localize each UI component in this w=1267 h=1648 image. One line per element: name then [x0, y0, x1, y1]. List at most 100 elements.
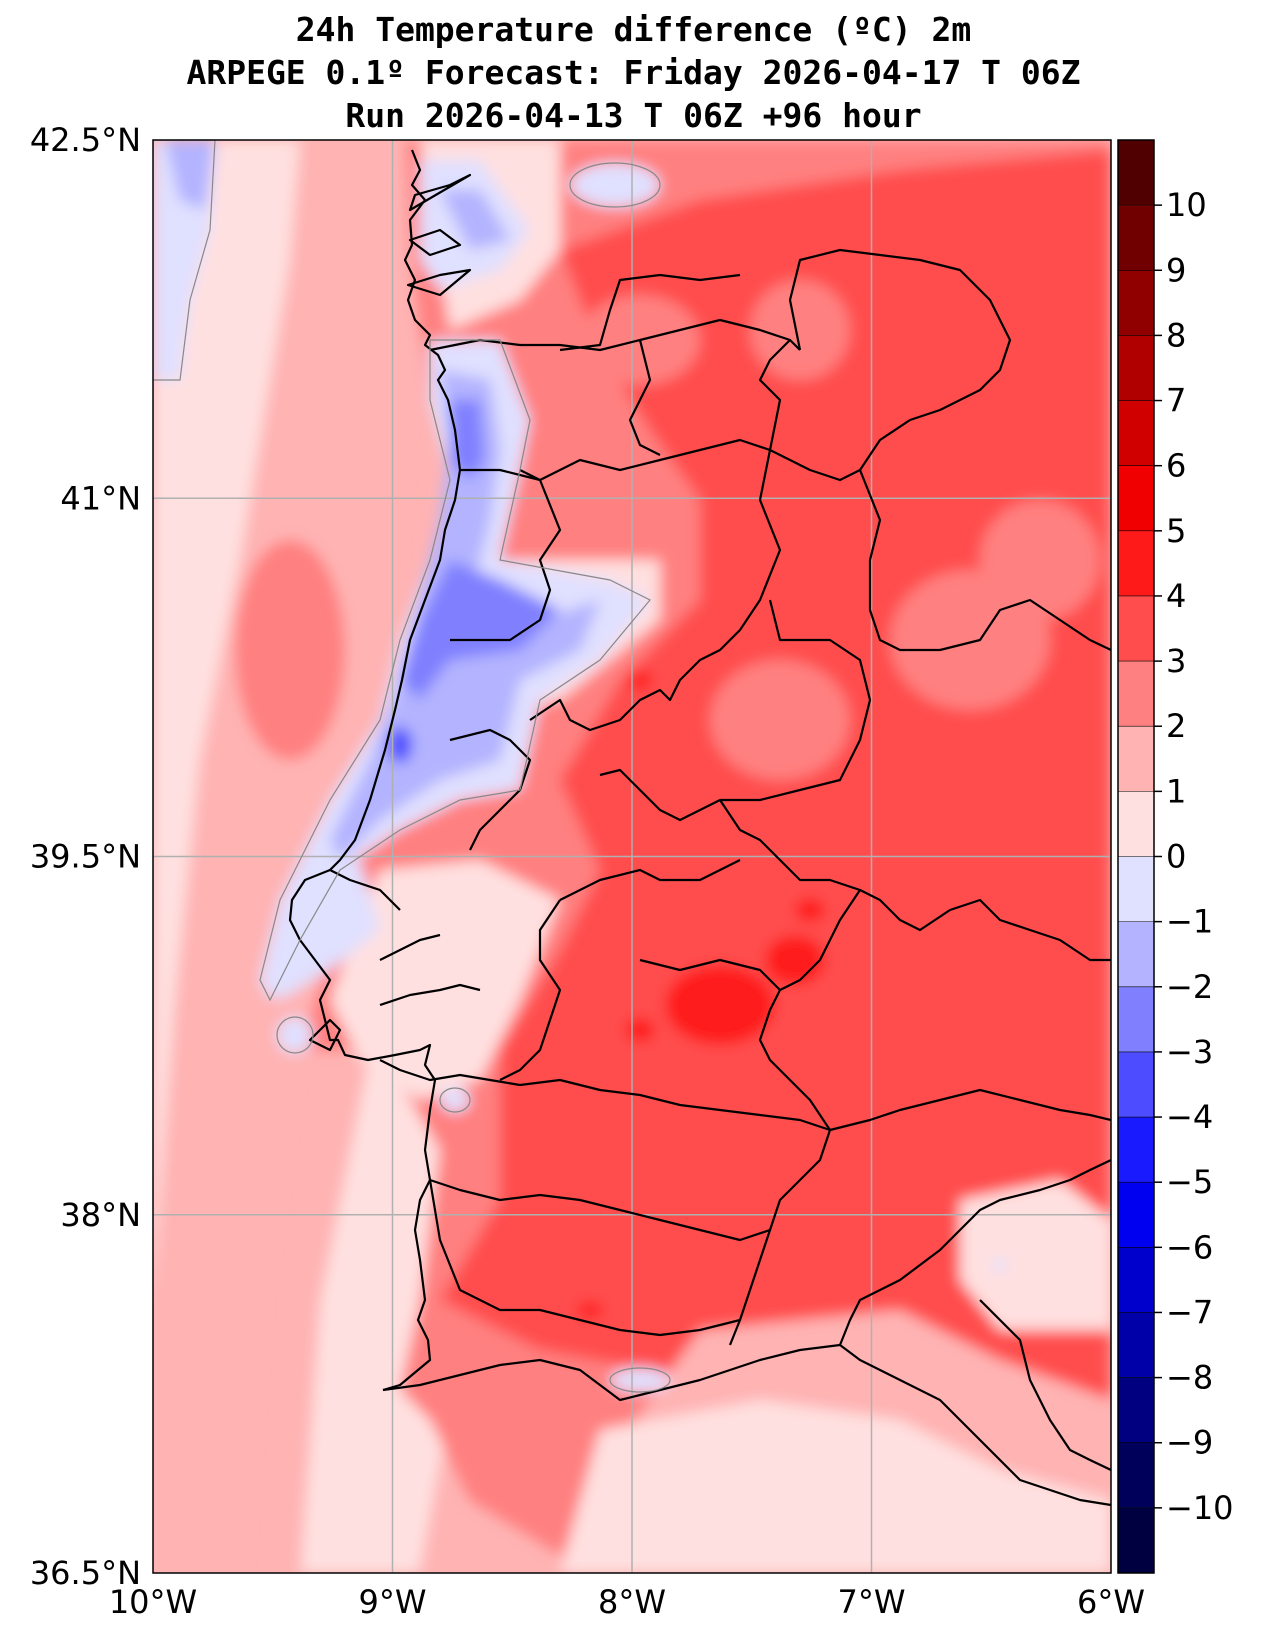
colorbar-tick-label: 0 [1166, 838, 1186, 876]
zero-contour-faro [609, 1367, 671, 1393]
zero-contour-sines [439, 1087, 471, 1113]
negative-patch-west [260, 860, 380, 1000]
negative-core-nw [165, 140, 215, 210]
zero-contour-nw [153, 140, 216, 381]
galicia-leon-border [788, 248, 1012, 422]
colorbar-segment [1118, 595, 1154, 662]
colorbar-tick-label: −3 [1166, 1033, 1213, 1071]
colorbar-segment [1118, 1442, 1154, 1508]
lat-tick-label: 36.5°N [30, 1554, 141, 1592]
negative-patch-cascais [277, 1017, 313, 1053]
southeast-band-0-1 [960, 1180, 1111, 1330]
cascais-outline [308, 1018, 342, 1052]
colorbar-tick-label: 1 [1166, 772, 1186, 810]
andalucia-border [829, 1088, 1111, 1132]
colorbar-tick-label: −8 [1166, 1359, 1213, 1397]
alentejo-west-border [499, 899, 562, 1081]
colorbar-tick-label: −10 [1166, 1489, 1234, 1527]
title-line-2: ARPEGE 0.1º Forecast: Friday 2026-04-17 … [186, 53, 1081, 92]
galicia-internal-border [559, 273, 741, 352]
colorbar-tick-label: −7 [1166, 1293, 1213, 1331]
lat-tick-label: 42.5°N [30, 121, 141, 159]
hot-core-3 [625, 1018, 655, 1042]
colorbar-segment [1118, 986, 1154, 1052]
south-coast-band-0-1 [560, 1400, 1111, 1573]
interior-patch-east [980, 500, 1100, 620]
colorbar-segment [1118, 335, 1154, 401]
colorbar-segment [1118, 205, 1154, 271]
coastlines-borders [288, 149, 1111, 1507]
colorbar-tick-label: 10 [1166, 186, 1207, 224]
beira-south-border [599, 599, 872, 822]
spain-border-north [858, 469, 1111, 652]
colorbar-segment [1118, 1051, 1154, 1118]
zero-contours [153, 140, 671, 1393]
lat-tick-label: 38°N [60, 1196, 141, 1234]
hot-core-2 [765, 935, 825, 985]
colorbar-tick-label: −4 [1166, 1098, 1213, 1136]
zero-contour-coast [259, 339, 651, 1002]
colorbar-tick-label: 2 [1166, 707, 1186, 745]
map-frame [152, 139, 1112, 1574]
axis-labels: 10°W 9°W 8°W 7°W 6°W 42.5°N 41°N 39.5°N 38°N 36.5… [30, 121, 1145, 1621]
porto-district-border [460, 468, 541, 482]
algarve-coast [382, 1343, 841, 1402]
negative-patch-sines [440, 1088, 470, 1112]
colorbar-tick-label: 9 [1166, 251, 1186, 289]
ria-vigo [406, 268, 472, 297]
offshore-warm-patch [235, 540, 345, 760]
peniche-coast [329, 869, 401, 911]
colorbar-segment [1118, 1507, 1154, 1573]
lat-tick-label: 41°N [60, 479, 141, 517]
ribatejo-border [559, 859, 741, 901]
gridlines [153, 140, 1111, 1573]
negative-nw-coast-inner [440, 190, 510, 250]
interior-patch-north [750, 280, 850, 380]
chart-title: 24h Temperature difference (ºC) 2m ARPEG… [0, 8, 1267, 137]
colorbar-segment [1118, 1377, 1154, 1443]
algarve-inner-border [428, 1179, 741, 1337]
interior-warm-3-4 [440, 150, 1111, 1530]
aveiro-district-border [450, 479, 562, 642]
colorbar-segment [1118, 270, 1154, 336]
colorbar-segment [1118, 400, 1154, 466]
colorbar-segment [1118, 465, 1154, 531]
colorbar-segment [1118, 791, 1154, 857]
ria-pontevedra [408, 228, 462, 257]
zero-contour-cascais [276, 1016, 314, 1054]
lat-tick-label: 39.5°N [30, 838, 141, 876]
colorbar-tick-label: −6 [1166, 1228, 1213, 1266]
colorbar-segment [1118, 726, 1154, 792]
guadiana-border [758, 889, 861, 1131]
colorbar-tick-label: 4 [1166, 577, 1186, 615]
hot-core-5 [628, 670, 652, 690]
colorbar-segment [1118, 1312, 1154, 1378]
lon-tick-label: 8°W [598, 1583, 666, 1621]
leiria-border [449, 728, 532, 851]
interior-patch-center [710, 660, 850, 780]
evora-border [639, 958, 781, 991]
beira-border [529, 449, 782, 732]
district-border-2 [758, 339, 791, 451]
colorbar-tick-label: 5 [1166, 512, 1186, 550]
negative-patch-north [570, 163, 660, 207]
colorbar-segment [1118, 140, 1154, 206]
cadiz-border [979, 1299, 1111, 1471]
colorbar-segment [1118, 1117, 1154, 1183]
colorbar-tick-label: 6 [1166, 447, 1186, 485]
colorbar-tick-label: −2 [1166, 968, 1213, 1006]
ria-arousa [408, 173, 472, 212]
lon-tick-label: 10°W [109, 1583, 197, 1621]
negative-core-deep [388, 727, 412, 763]
hot-core-1 [665, 965, 775, 1045]
algarve-north-border [429, 1178, 771, 1242]
colorbar-segment [1118, 661, 1154, 727]
lon-tick-label: 9°W [359, 1583, 427, 1621]
hot-core-6 [576, 1302, 604, 1318]
colorbar-tick-label: −5 [1166, 1163, 1213, 1201]
title-line-1: 24h Temperature difference (ºC) 2m [295, 10, 972, 49]
colorbar-segment [1118, 530, 1154, 596]
douro-border [519, 419, 911, 482]
colorbar-tick-label: 7 [1166, 382, 1186, 420]
